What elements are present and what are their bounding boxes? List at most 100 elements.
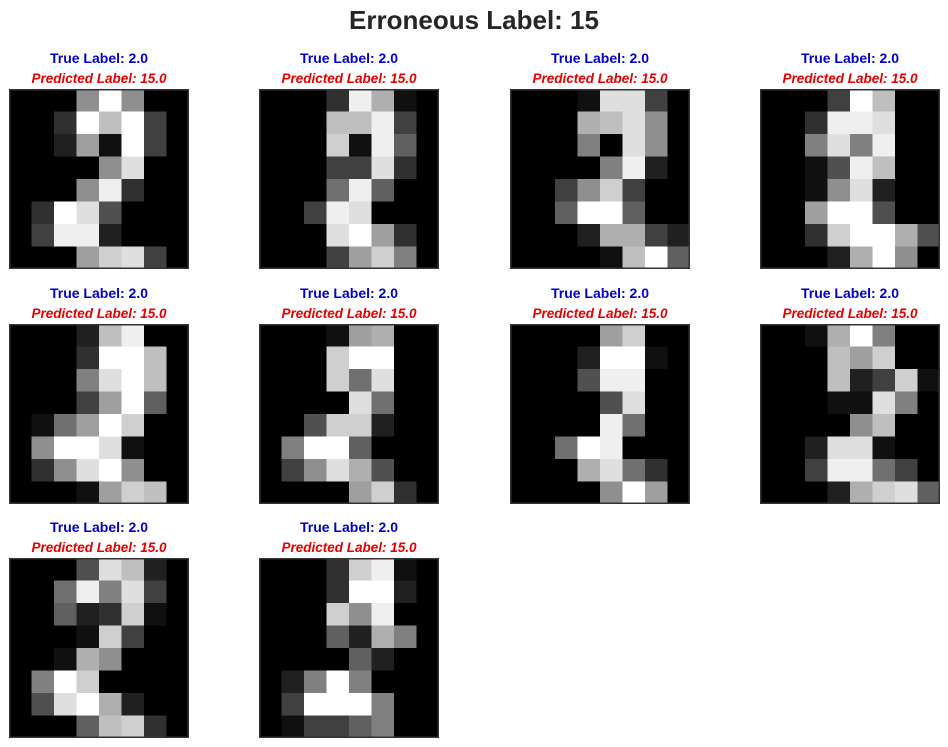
pixel-cell bbox=[371, 580, 395, 604]
pixel-cell bbox=[121, 346, 145, 370]
pixel-cell bbox=[349, 134, 372, 157]
pixel-cell bbox=[416, 481, 439, 504]
pixel-cell bbox=[31, 346, 55, 370]
pixel-cell bbox=[349, 224, 372, 247]
pixel-cell bbox=[895, 369, 918, 392]
pixel-cell bbox=[31, 693, 55, 716]
pixel-cell bbox=[394, 134, 417, 157]
pixel-cell bbox=[166, 369, 189, 392]
pixel-cell bbox=[99, 625, 122, 649]
pixel-cell bbox=[600, 111, 623, 135]
pixel-cell bbox=[31, 179, 55, 202]
predicted-label: Predicted Label: 15.0 bbox=[31, 71, 167, 86]
pixel-cell bbox=[577, 246, 601, 269]
pixel-cell bbox=[872, 246, 896, 269]
pixel-cell bbox=[31, 246, 55, 269]
pixel-cell bbox=[99, 134, 122, 157]
pixel-cell bbox=[577, 459, 601, 482]
image-frame bbox=[9, 324, 189, 504]
pixel-cell bbox=[577, 436, 601, 460]
pixel-cell bbox=[144, 346, 167, 370]
pixel-cell bbox=[166, 414, 189, 437]
pixel-cell bbox=[782, 246, 806, 269]
pixel-cell bbox=[416, 436, 439, 460]
pixel-cell bbox=[259, 346, 282, 370]
pixel-cell bbox=[600, 89, 623, 112]
pixel-cell bbox=[304, 715, 327, 738]
pixel-cell bbox=[555, 414, 578, 437]
pixel-cell bbox=[850, 414, 873, 437]
pixel-cell bbox=[394, 111, 417, 135]
pixel-cell bbox=[600, 459, 623, 482]
pixel-cell bbox=[54, 89, 77, 112]
pixel-cell bbox=[281, 369, 305, 392]
pixel-cell bbox=[144, 414, 167, 437]
pixel-cell bbox=[166, 693, 189, 716]
pixel-cell bbox=[99, 670, 122, 694]
pixel-cell bbox=[54, 246, 77, 269]
pixel-cell bbox=[850, 89, 873, 112]
pixel-cell bbox=[99, 224, 122, 247]
pixel-cell bbox=[760, 459, 783, 482]
pixel-cell bbox=[782, 201, 806, 225]
pixel-cell bbox=[371, 715, 395, 738]
pixel-cell bbox=[54, 670, 77, 694]
predicted-label: Predicted Label: 15.0 bbox=[31, 306, 167, 321]
pixel-cell bbox=[872, 224, 896, 247]
pixel-cell bbox=[577, 156, 601, 180]
pixel-cell bbox=[166, 625, 189, 649]
pixel-cell bbox=[371, 369, 395, 392]
pixel-cell bbox=[54, 414, 77, 437]
pixel-cell bbox=[281, 693, 305, 716]
pixel-cell bbox=[31, 224, 55, 247]
pixel-cell bbox=[76, 201, 100, 225]
pixel-cell bbox=[349, 459, 372, 482]
pixel-cell bbox=[349, 580, 372, 604]
pixel-cell bbox=[917, 391, 940, 415]
pixel-cell bbox=[371, 201, 395, 225]
pixel-cell bbox=[394, 201, 417, 225]
pixel-cell bbox=[304, 414, 327, 437]
pixel-cell bbox=[281, 156, 305, 180]
pixel-cell bbox=[259, 436, 282, 460]
pixel-cell bbox=[371, 391, 395, 415]
pixel-cell bbox=[510, 459, 533, 482]
pixel-cell bbox=[532, 156, 556, 180]
pixel-cell bbox=[917, 224, 940, 247]
pixel-cell bbox=[667, 89, 690, 112]
pixel-cell bbox=[917, 246, 940, 269]
pixel-cell bbox=[9, 246, 32, 269]
pixel-cell bbox=[850, 179, 873, 202]
pixel-cell bbox=[99, 324, 122, 347]
pixel-cell bbox=[9, 603, 32, 626]
pixel-cell bbox=[827, 459, 851, 482]
image-frame bbox=[259, 324, 439, 504]
pixel-cell bbox=[99, 603, 122, 626]
pixel-cell bbox=[622, 156, 646, 180]
pixel-cell bbox=[76, 670, 100, 694]
pixel-cell bbox=[782, 179, 806, 202]
pixel-cell bbox=[622, 224, 646, 247]
pixel-cell bbox=[326, 558, 350, 581]
pixel-cell bbox=[281, 625, 305, 649]
pixel-cell bbox=[9, 648, 32, 671]
pixel-cell bbox=[304, 224, 327, 247]
pixel-cell bbox=[577, 346, 601, 370]
pixel-cell bbox=[9, 369, 32, 392]
pixel-cell bbox=[510, 156, 533, 180]
pixel-cell bbox=[532, 324, 556, 347]
pixel-cell bbox=[600, 481, 623, 504]
pixel-cell bbox=[394, 436, 417, 460]
pixel-cell bbox=[782, 346, 806, 370]
pixel-cell bbox=[99, 179, 122, 202]
pixel-cell bbox=[555, 201, 578, 225]
pixel-cell bbox=[577, 89, 601, 112]
pixel-cell bbox=[304, 391, 327, 415]
pixel-cell bbox=[510, 179, 533, 202]
pixel-cell bbox=[121, 134, 145, 157]
pixel-cell bbox=[622, 481, 646, 504]
pixel-cell bbox=[31, 111, 55, 135]
pixel-cell bbox=[166, 715, 189, 738]
image-frame bbox=[760, 324, 940, 504]
pixel-cell bbox=[872, 391, 896, 415]
